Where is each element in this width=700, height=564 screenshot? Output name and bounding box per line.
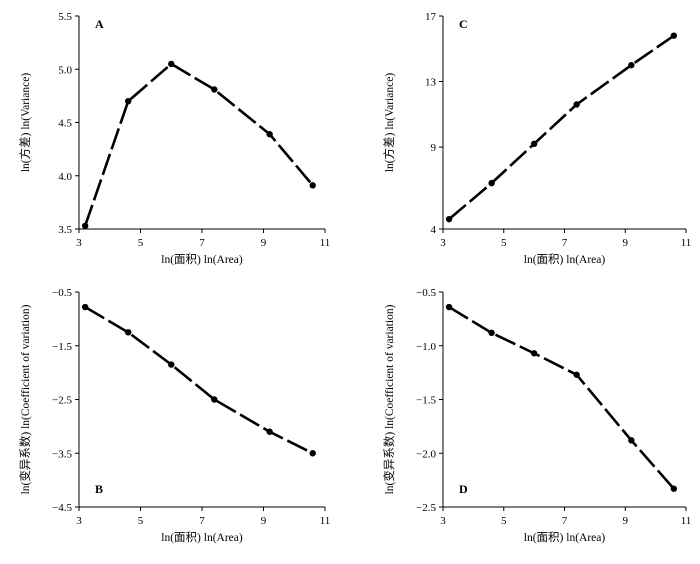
panel-label: A [95, 17, 104, 31]
x-tick-label: 5 [138, 515, 144, 527]
panel-label: D [459, 482, 468, 496]
data-point [81, 222, 89, 230]
y-tick-label: −1.5 [416, 395, 436, 407]
y-tick-label: 4 [431, 224, 437, 236]
y-axis-title: ln(变异系数) ln(Coefficient of variation) [382, 304, 396, 494]
y-tick-label: 4.0 [58, 171, 72, 183]
y-tick-label: 3.5 [58, 224, 72, 236]
y-tick-label: 5.5 [58, 11, 72, 23]
panel-c: 3 5 7 9 11 4 9 13 17 ln(面积) ln(Area) ln(方差) ln(Var… [382, 11, 691, 266]
data-point [168, 60, 175, 68]
x-tick-label: 11 [681, 237, 692, 249]
data-point [445, 303, 453, 311]
x-tick-label: 11 [320, 515, 331, 527]
y-tick-label: 13 [425, 77, 437, 89]
y-tick-label: −1.0 [416, 341, 436, 353]
data-point [81, 303, 89, 311]
x-tick-label: 3 [76, 515, 82, 527]
data-point [445, 215, 453, 223]
x-tick-label: 9 [261, 515, 267, 527]
x-tick-label: 5 [501, 515, 507, 527]
data-point [266, 428, 273, 435]
data-point [125, 98, 132, 105]
data-point [125, 329, 132, 336]
x-tick-label: 11 [320, 237, 331, 249]
data-point [488, 329, 495, 337]
y-tick-label: 4.5 [58, 118, 72, 130]
y-tick-label: −0.5 [416, 287, 436, 299]
data-point [530, 350, 538, 357]
panel-d: 3 5 7 9 11 −2.5 −2.0 −1.5 −1.0 −0.5 ln(面积) ln(Area… [382, 287, 691, 544]
x-tick-label: 3 [440, 515, 446, 527]
series-line [83, 62, 314, 227]
x-tick-label: 7 [562, 237, 568, 249]
data-point [573, 101, 580, 108]
x-tick-label: 7 [199, 515, 205, 527]
x-tick-label: 11 [681, 515, 692, 527]
y-tick-label: 5.0 [58, 64, 72, 76]
y-tick-label: 9 [431, 142, 437, 154]
x-tick-label: 3 [76, 237, 82, 249]
x-tick-label: 7 [199, 237, 205, 249]
x-tick-label: 9 [261, 237, 267, 249]
data-point [168, 361, 175, 368]
series-line [448, 305, 675, 490]
panel-b: 3 5 7 9 11 −4.5 −3.5 −2.5 −1.5 −0.5 ln(面积) ln(Area… [18, 287, 330, 544]
y-tick-label: −3.5 [52, 448, 72, 460]
y-tick-label: 17 [425, 11, 437, 23]
x-tick-label: 5 [501, 237, 507, 249]
y-axis-title: ln(变异系数) ln(Coefficient of variation) [18, 304, 32, 494]
data-point [309, 182, 316, 189]
x-axis-title: ln(面积) ln(Area) [161, 253, 243, 266]
x-tick-label: 9 [623, 237, 629, 249]
x-tick-label: 5 [138, 237, 144, 249]
y-tick-label: −4.5 [52, 502, 72, 514]
y-tick-label: −2.5 [52, 395, 72, 407]
data-point [309, 450, 316, 457]
x-tick-label: 3 [440, 237, 446, 249]
y-axis-title: ln(方差) ln(Variance) [18, 73, 32, 172]
data-point [488, 179, 495, 187]
panel-label: C [459, 17, 468, 31]
series-line [84, 305, 314, 455]
data-point [530, 140, 538, 147]
data-point [211, 396, 218, 403]
x-tick-label: 7 [562, 515, 568, 527]
data-point [670, 485, 678, 492]
y-tick-label: −2.0 [416, 448, 436, 460]
x-axis-title: ln(面积) ln(Area) [524, 253, 606, 266]
data-point [628, 61, 635, 69]
y-tick-label: −0.5 [52, 287, 72, 299]
data-point [211, 86, 218, 93]
data-point [628, 437, 635, 444]
x-axis-title: ln(面积) ln(Area) [524, 531, 606, 544]
data-point [670, 32, 678, 39]
x-axis-title: ln(面积) ln(Area) [161, 531, 243, 544]
data-point [266, 131, 273, 138]
series-line [448, 34, 675, 221]
data-point [573, 371, 580, 378]
x-tick-label: 9 [623, 515, 629, 527]
panel-a: 3 5 7 9 11 3.5 4.0 4.5 5.0 5.5 ln(面积) ln(Area) ln(方… [18, 11, 330, 266]
y-tick-label: −2.5 [416, 502, 436, 514]
y-tick-label: −1.5 [52, 341, 72, 353]
panel-label: B [95, 482, 103, 496]
y-axis-title: ln(方差) ln(Variance) [382, 73, 396, 172]
